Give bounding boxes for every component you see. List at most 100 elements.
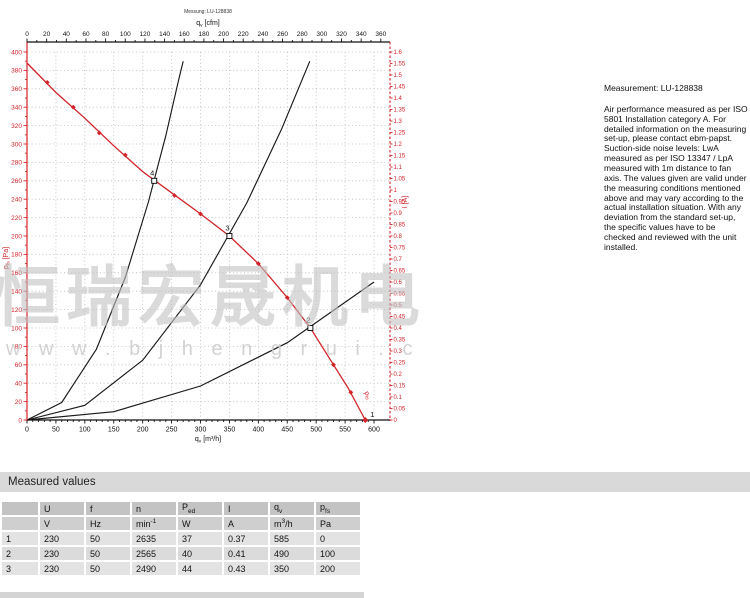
table-cell: 50 xyxy=(86,547,130,560)
table-cell: 0.41 xyxy=(224,547,268,560)
table-cell: 2635 xyxy=(132,532,176,545)
svg-text:0.95: 0.95 xyxy=(394,200,406,206)
table-cell: 350 xyxy=(270,562,314,575)
svg-text:140: 140 xyxy=(159,31,170,38)
table-cell: min-1 xyxy=(132,517,176,530)
svg-text:0.1: 0.1 xyxy=(394,395,403,401)
svg-text:0.9: 0.9 xyxy=(394,211,403,217)
svg-text:60: 60 xyxy=(15,362,23,369)
svg-text:0.65: 0.65 xyxy=(394,269,406,275)
svg-text:80: 80 xyxy=(102,31,110,38)
table-cell: Ped xyxy=(178,502,222,515)
table-cell: f xyxy=(86,502,130,515)
svg-text:380: 380 xyxy=(11,68,22,75)
throttle-curve-4 xyxy=(26,61,184,421)
svg-text:160: 160 xyxy=(11,270,22,277)
svg-text:220: 220 xyxy=(238,31,249,38)
svg-text:120: 120 xyxy=(11,307,22,314)
svg-text:360: 360 xyxy=(375,31,386,38)
table-cell: 200 xyxy=(316,562,360,575)
table-cell: 37 xyxy=(178,532,222,545)
table-cell: 0.37 xyxy=(224,532,268,545)
table-cell: 490 xyxy=(270,547,314,560)
svg-text:280: 280 xyxy=(297,31,308,38)
svg-text:0.35: 0.35 xyxy=(394,338,406,344)
svg-text:1.3: 1.3 xyxy=(394,119,403,125)
operating-point-number: 3 xyxy=(225,224,229,233)
svg-text:150: 150 xyxy=(108,427,120,434)
table-row: 3 230 50 2490 44 0.43 350 200 xyxy=(2,562,360,575)
table-cell: V xyxy=(40,517,84,530)
svg-text:0.05: 0.05 xyxy=(394,407,406,413)
svg-text:1.45: 1.45 xyxy=(394,85,406,91)
svg-text:60: 60 xyxy=(82,31,90,38)
curve-marker xyxy=(284,295,290,301)
svg-text:1.1: 1.1 xyxy=(394,165,403,171)
table-cell: 230 xyxy=(40,547,84,560)
svg-text:40: 40 xyxy=(15,381,23,388)
curve-marker xyxy=(70,104,76,110)
table-cell: qv xyxy=(270,502,314,515)
svg-text:0: 0 xyxy=(25,31,29,38)
measurement-title: Measurement: LU-128838 xyxy=(604,83,703,93)
svg-text:20: 20 xyxy=(43,31,51,38)
svg-text:140: 140 xyxy=(11,289,22,296)
table-cell: 0 xyxy=(316,532,360,545)
operating-point-number: 4 xyxy=(150,168,154,177)
table-cell xyxy=(2,517,38,530)
svg-text:50: 50 xyxy=(52,427,60,434)
table-cell: 230 xyxy=(40,562,84,575)
svg-text:1.15: 1.15 xyxy=(394,154,406,160)
curve-marker xyxy=(348,390,354,395)
svg-text:100: 100 xyxy=(79,427,91,434)
curve-marker xyxy=(44,79,50,85)
svg-text:0.45: 0.45 xyxy=(394,315,406,321)
throttle-curve-2 xyxy=(26,281,375,421)
svg-text:360: 360 xyxy=(11,86,22,93)
svg-text:300: 300 xyxy=(195,427,207,434)
svg-text:0.85: 0.85 xyxy=(394,223,406,229)
svg-text:260: 260 xyxy=(11,178,22,185)
svg-text:1.35: 1.35 xyxy=(394,108,406,114)
svg-text:0.8: 0.8 xyxy=(394,234,403,240)
svg-text:0.15: 0.15 xyxy=(394,384,406,390)
table-cell: 2 xyxy=(2,547,38,560)
svg-text:450: 450 xyxy=(281,427,293,434)
svg-text:1.4: 1.4 xyxy=(394,96,403,102)
svg-text:120: 120 xyxy=(140,31,151,38)
measurement-info-block: Measurement: LU-128838 Air performance m… xyxy=(604,83,749,253)
svg-text:1.2: 1.2 xyxy=(394,142,403,148)
throttle-curve-3 xyxy=(26,60,311,421)
measured-values-band: Measured values xyxy=(0,472,750,492)
operating-point xyxy=(151,177,158,184)
svg-text:220: 220 xyxy=(11,215,22,222)
chart-small-title: Messung: LU-128838 xyxy=(184,9,232,15)
svg-text:300: 300 xyxy=(316,31,327,38)
svg-text:340: 340 xyxy=(11,105,22,112)
svg-text:0.7: 0.7 xyxy=(394,257,403,263)
curve-marker xyxy=(122,152,128,158)
svg-text:260: 260 xyxy=(277,31,288,38)
svg-text:20: 20 xyxy=(15,399,23,406)
svg-text:240: 240 xyxy=(11,197,22,204)
svg-text:0: 0 xyxy=(25,427,29,434)
table-cell: 40 xyxy=(178,547,222,560)
table-cell: U xyxy=(40,502,84,515)
curve-marker xyxy=(198,211,203,217)
svg-text:280: 280 xyxy=(11,160,22,167)
table-cell: 44 xyxy=(178,562,222,575)
bottom-axis-label: qv​ [m³/h] xyxy=(195,436,221,445)
curve-marker xyxy=(255,261,261,266)
svg-text:0.3: 0.3 xyxy=(394,349,403,355)
svg-text:600: 600 xyxy=(368,427,380,434)
table-cell: 2565 xyxy=(132,547,176,560)
svg-text:0.25: 0.25 xyxy=(394,361,406,367)
right-axis-label: I [A] xyxy=(402,196,409,209)
svg-text:1: 1 xyxy=(394,188,398,194)
fan-pressure-curve xyxy=(26,62,366,421)
svg-text:1.05: 1.05 xyxy=(394,177,406,183)
table-row: 2 230 50 2565 40 0.41 490 100 xyxy=(2,547,360,560)
